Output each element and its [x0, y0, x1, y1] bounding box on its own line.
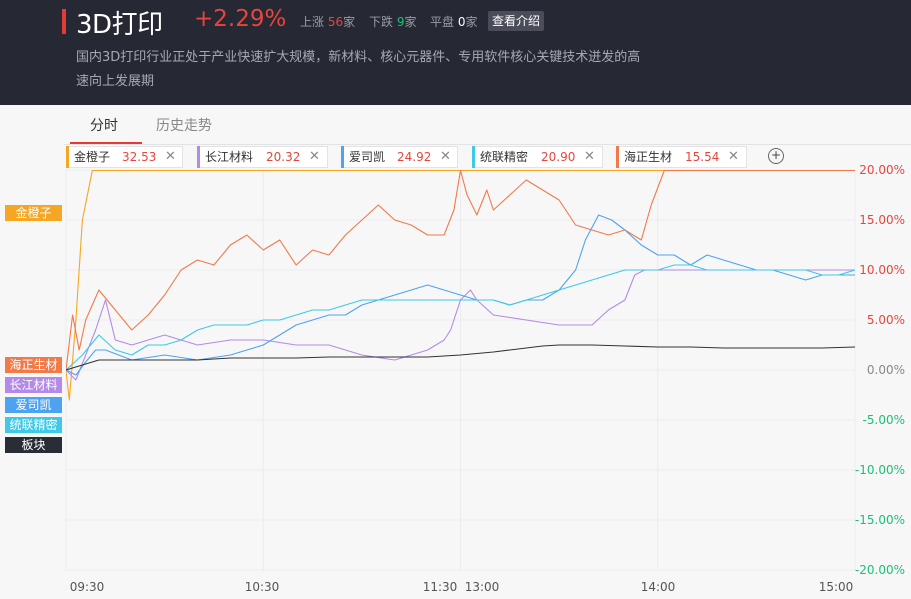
series-line: [66, 264, 855, 371]
down-stat: 下跌 9家: [369, 15, 417, 29]
sector-description: 国内3D打印行业正处于产业快速扩大规模，新材料、核心元器件、专用软件核心关键技术…: [76, 46, 706, 94]
y-tick-label: -10.00%: [855, 463, 905, 477]
chip-value: 24.92: [397, 150, 432, 164]
x-tick-label: 11:30: [423, 580, 458, 594]
y-tick-label: -5.00%: [863, 413, 905, 427]
chip-name: 长江材料: [205, 150, 254, 164]
page-title: 3D打印: [76, 10, 163, 40]
x-tick-label: 15:00: [819, 580, 854, 594]
side-label-changjiang: 长江材料: [5, 377, 62, 393]
y-axis-ticks: 20.00% 15.00% 10.00% 5.00% 0.00% -5.00% -10.00…: [855, 163, 905, 577]
chart-series: [66, 169, 855, 401]
y-tick-label: 20.00%: [859, 163, 905, 177]
y-tick-label: -20.00%: [855, 563, 905, 577]
chip-value: 32.53: [122, 150, 157, 164]
close-icon[interactable]: ✕: [440, 149, 451, 164]
tab-divider: [64, 144, 911, 145]
chip-color-bar: [197, 146, 200, 168]
chart-grid: [65, 169, 856, 571]
x-tick-label: 14:00: [641, 580, 676, 594]
chip-color-bar: [341, 146, 344, 168]
chip-name: 爱司凯: [349, 150, 386, 164]
chip-name: 海正生材: [624, 150, 673, 164]
y-tick-label: 0.00%: [867, 363, 905, 377]
header: 3D打印 +2.29% 上涨 56家 下跌 9家 平盘 0家 查看介绍 国内3D…: [0, 0, 911, 105]
side-label-aisikai: 爱司凯: [5, 397, 62, 413]
y-tick-label: 10.00%: [859, 263, 905, 277]
description-line: 国内3D打印行业正处于产业快速扩大规模，新材料、核心元器件、专用软件核心关键技术…: [76, 50, 641, 65]
x-tick-label: 13:00: [465, 580, 500, 594]
description-line: 速向上发展期: [76, 74, 155, 89]
close-icon[interactable]: ✕: [728, 149, 739, 164]
title-accent-bar: [62, 9, 66, 34]
chip-name: 统联精密: [480, 150, 529, 164]
y-tick-label: 5.00%: [867, 313, 905, 327]
series-line: [66, 169, 855, 401]
series-line: [66, 344, 855, 371]
flat-stat: 平盘 0家: [430, 15, 478, 29]
side-label-jinchengzi: 金橙子: [5, 205, 62, 221]
tab-intraday[interactable]: 分时: [90, 118, 118, 134]
chip-tonglian[interactable]: 统联精密 20.90 ✕: [472, 146, 603, 168]
chip-changjiang[interactable]: 长江材料 20.32 ✕: [197, 146, 328, 168]
chip-jinchengzi[interactable]: 金橙子 32.53 ✕: [66, 146, 183, 168]
side-label-haizheng: 海正生材: [5, 357, 62, 373]
series-line: [66, 169, 855, 371]
close-icon[interactable]: ✕: [309, 149, 320, 164]
chip-value: 20.90: [541, 150, 576, 164]
y-tick-label: 15.00%: [859, 213, 905, 227]
up-stat: 上涨 56家: [300, 15, 356, 29]
active-tab-indicator: [70, 142, 142, 144]
change-percent: +2.29%: [194, 6, 287, 32]
close-icon[interactable]: ✕: [165, 149, 176, 164]
chip-color-bar: [472, 146, 475, 168]
chip-name: 金橙子: [74, 150, 111, 164]
y-tick-label: -15.00%: [855, 513, 905, 527]
series-line: [66, 269, 855, 381]
chip-value: 15.54: [685, 150, 720, 164]
chip-aisikai[interactable]: 爱司凯 24.92 ✕: [341, 146, 458, 168]
view-intro-button[interactable]: 查看介绍: [488, 11, 545, 31]
x-axis-ticks: 09:30 10:30 11:30 13:00 14:00 15:00: [70, 580, 854, 594]
x-tick-label: 09:30: [70, 580, 105, 594]
x-tick-label: 10:30: [245, 580, 280, 594]
chip-value: 20.32: [266, 150, 301, 164]
chip-color-bar: [66, 146, 69, 168]
chip-color-bar: [616, 146, 619, 168]
tab-history[interactable]: 历史走势: [156, 118, 212, 134]
add-compare-icon[interactable]: +: [768, 148, 784, 164]
side-label-sector: 板块: [5, 437, 62, 453]
side-label-tonglian: 统联精密: [5, 417, 62, 433]
chip-haizheng[interactable]: 海正生材 15.54 ✕: [616, 146, 747, 168]
close-icon[interactable]: ✕: [584, 149, 595, 164]
